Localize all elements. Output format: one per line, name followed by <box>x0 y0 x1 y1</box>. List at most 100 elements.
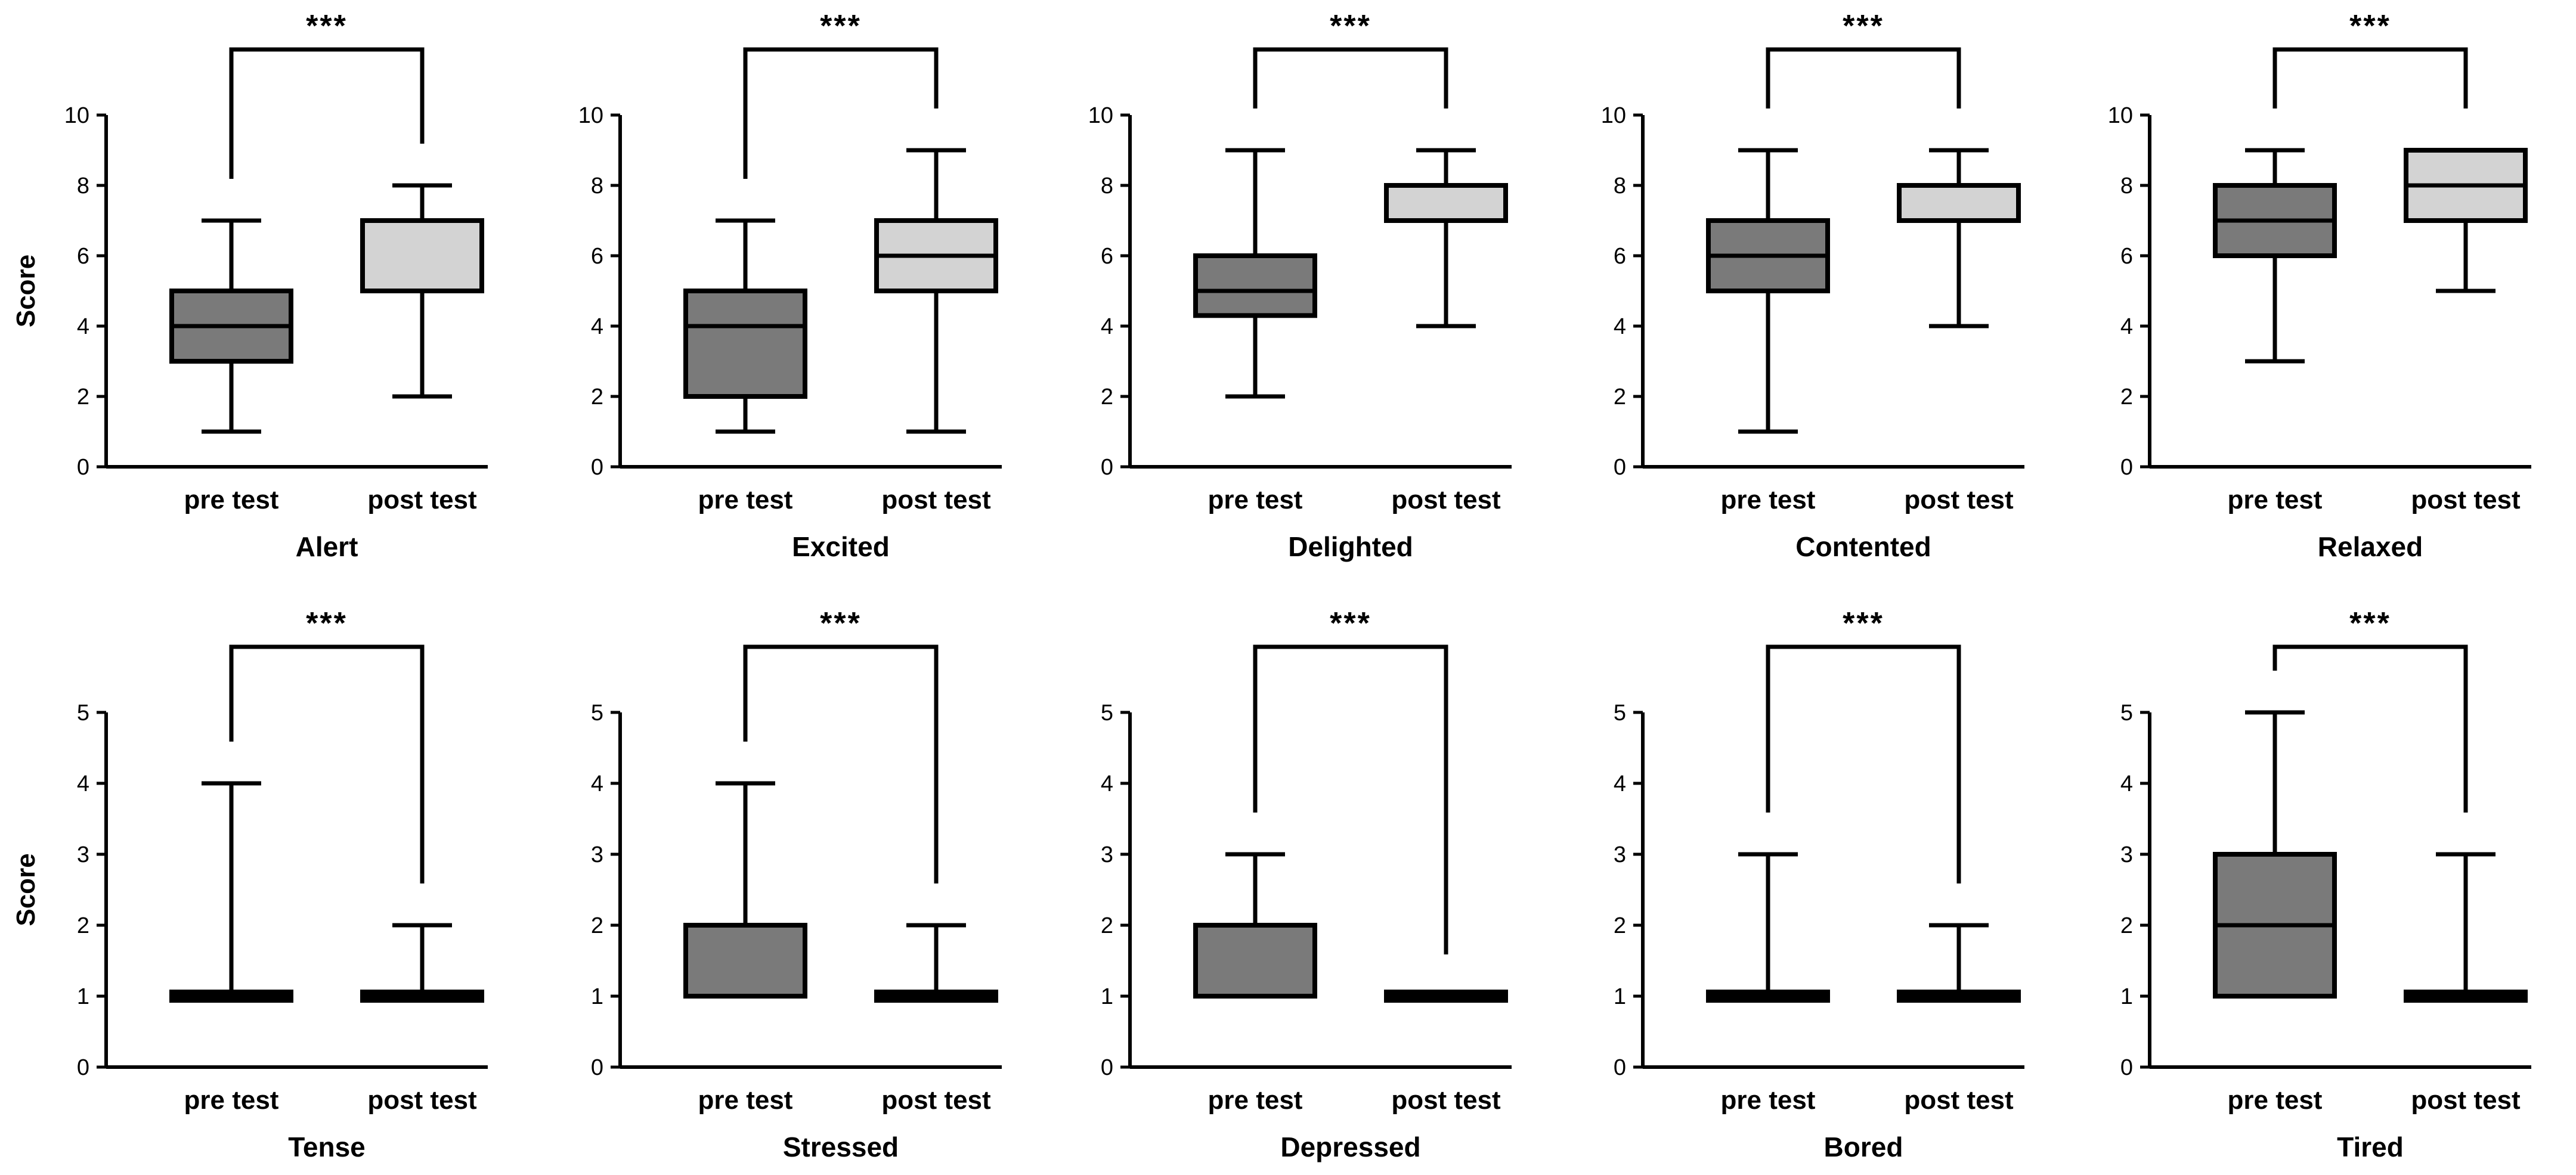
chart-8-category-label: pre test <box>1721 1086 1816 1115</box>
chart-5-panel: 0 1 2 3 4 5 Score pre test post test *** Tense <box>11 606 488 1162</box>
chart-5-y-axis-label: Score <box>11 853 41 926</box>
chart-1-significance-label: *** <box>820 9 862 44</box>
chart-8-category-label: post test <box>1904 1086 2014 1115</box>
chart-0-y-tick-label: 4 <box>77 314 89 339</box>
chart-0-category-label: post test <box>367 485 477 514</box>
chart-9-y-tick-label: 1 <box>2120 984 2133 1009</box>
chart-9-significance-label: *** <box>2349 606 2391 641</box>
chart-9-panel: 0 1 2 3 4 5 pre test post test *** Tired <box>2120 606 2531 1162</box>
chart-0-significance-label: *** <box>306 9 348 44</box>
chart-4-category-label: pre test <box>2228 485 2323 514</box>
chart-7-y-tick-label: 4 <box>1101 771 1113 796</box>
chart-2-category-label: post test <box>1391 485 1501 514</box>
chart-7-y-tick-label: 0 <box>1101 1055 1113 1080</box>
chart-3-significance-label: *** <box>1843 9 1884 44</box>
chart-6-category-label: post test <box>881 1086 991 1115</box>
chart-7-y-tick-label: 2 <box>1101 913 1113 938</box>
chart-9-category-label: pre test <box>2228 1086 2323 1115</box>
chart-3-y-tick-label: 6 <box>1614 244 1626 269</box>
chart-1-category-label: pre test <box>698 485 793 514</box>
chart-8-panel: 0 1 2 3 4 5 pre test post test *** Bored <box>1614 606 2024 1162</box>
chart-2-y-tick-label: 8 <box>1101 173 1113 199</box>
chart-4-significance-bracket <box>2272 47 2468 108</box>
chart-3-panel: 0 2 4 6 8 10 pre test post test *** Contented <box>1601 9 2024 562</box>
chart-9-y-tick-label: 5 <box>2120 700 2133 726</box>
chart-8-significance-label: *** <box>1843 606 1884 641</box>
chart-4-y-tick-label: 6 <box>2120 244 2133 269</box>
chart-9-significance-bracket <box>2272 644 2468 813</box>
chart-1-y-tick-label: 8 <box>591 173 603 199</box>
chart-2-y-tick-label: 2 <box>1101 385 1113 410</box>
chart-6-y-tick-label: 2 <box>591 913 603 938</box>
chart-9-y-tick-label: 2 <box>2120 913 2133 938</box>
chart-9-y-tick-label: 4 <box>2120 771 2133 796</box>
chart-3-y-tick-label: 10 <box>1601 103 1626 128</box>
chart-9-y-tick-label: 0 <box>2120 1055 2133 1080</box>
chart-4-category-label: post test <box>2411 485 2521 514</box>
chart-8-y-tick-label: 2 <box>1614 913 1626 938</box>
chart-5-y-tick-label: 5 <box>77 700 89 726</box>
chart-0-y-tick-label: 2 <box>77 385 89 410</box>
chart-6-box-pre <box>683 923 807 999</box>
chart-1-box-pre <box>683 289 807 399</box>
chart-2-y-tick-label: 6 <box>1101 244 1113 269</box>
chart-3-category-label: post test <box>1904 485 2014 514</box>
chart-7-y-tick-label: 5 <box>1101 700 1113 726</box>
chart-2-significance-bracket <box>1253 47 1448 108</box>
chart-8-significance-bracket <box>1766 644 1961 883</box>
chart-5-title: Tense <box>288 1131 366 1162</box>
chart-2-y-tick-label: 0 <box>1101 455 1113 480</box>
chart-0-y-tick-label: 10 <box>64 103 89 128</box>
chart-8-y-tick-label: 3 <box>1614 842 1626 867</box>
chart-0-box-post <box>360 218 484 293</box>
chart-0-category-label: pre test <box>184 485 279 514</box>
chart-1-y-tick-label: 0 <box>591 455 603 480</box>
chart-3-y-tick-label: 8 <box>1614 173 1626 199</box>
chart-4-y-tick-label: 0 <box>2120 455 2133 480</box>
chart-2-box-pre <box>1193 253 1317 318</box>
chart-6-y-tick-label: 0 <box>591 1055 603 1080</box>
chart-8-y-tick-label: 4 <box>1614 771 1626 796</box>
chart-4-y-tick-label: 10 <box>2108 103 2133 128</box>
chart-2-panel: 0 2 4 6 8 10 pre test post test *** Delighted <box>1088 9 1512 562</box>
chart-7-box-pre <box>1193 923 1317 999</box>
chart-3-significance-bracket <box>1766 47 1961 108</box>
chart-7-y-tick-label: 3 <box>1101 842 1113 867</box>
chart-3-y-tick-label: 0 <box>1614 455 1626 480</box>
chart-5-y-tick-label: 2 <box>77 913 89 938</box>
chart-7-panel: 0 1 2 3 4 5 pre test post test *** Depressed <box>1101 606 1512 1162</box>
chart-1-y-tick-label: 4 <box>591 314 603 339</box>
chart-5-y-tick-label: 4 <box>77 771 89 796</box>
chart-6-panel: 0 1 2 3 4 5 pre test post test *** Stressed <box>591 606 1002 1162</box>
chart-7-title: Depressed <box>1280 1131 1420 1162</box>
chart-4-title: Relaxed <box>2318 531 2423 562</box>
chart-4-panel: 0 2 4 6 8 10 pre test post test *** Relaxed <box>2108 9 2531 562</box>
chart-5-y-tick-label: 3 <box>77 842 89 867</box>
chart-8-title: Bored <box>1824 1131 1903 1162</box>
chart-7-category-label: pre test <box>1208 1086 1303 1115</box>
chart-3-category-label: pre test <box>1721 485 1816 514</box>
chart-0-panel: 0 2 4 6 8 10 Score pre test post test *** Alert <box>11 9 488 562</box>
chart-4-significance-label: *** <box>2349 9 2391 44</box>
chart-5-significance-label: *** <box>306 606 348 641</box>
chart-7-significance-label: *** <box>1330 606 1371 641</box>
chart-8-y-tick-label: 5 <box>1614 700 1626 726</box>
chart-3-y-tick-label: 4 <box>1614 314 1626 339</box>
chart-8-y-tick-label: 0 <box>1614 1055 1626 1080</box>
chart-1-y-tick-label: 10 <box>578 103 603 128</box>
chart-6-title: Stressed <box>783 1131 899 1162</box>
chart-4-y-tick-label: 2 <box>2120 385 2133 410</box>
chart-7-significance-bracket <box>1253 644 1448 954</box>
chart-7-category-label: post test <box>1391 1086 1501 1115</box>
chart-5-significance-bracket <box>229 644 425 883</box>
chart-0-y-axis-label: Score <box>11 255 41 327</box>
chart-0-y-tick-label: 6 <box>77 244 89 269</box>
chart-2-significance-label: *** <box>1330 9 1371 44</box>
chart-1-title: Excited <box>792 531 890 562</box>
chart-4-y-tick-label: 8 <box>2120 173 2133 199</box>
chart-3-y-tick-label: 2 <box>1614 385 1626 410</box>
chart-6-y-tick-label: 1 <box>591 984 603 1009</box>
chart-2-y-tick-label: 4 <box>1101 314 1113 339</box>
chart-0-y-tick-label: 0 <box>77 455 89 480</box>
